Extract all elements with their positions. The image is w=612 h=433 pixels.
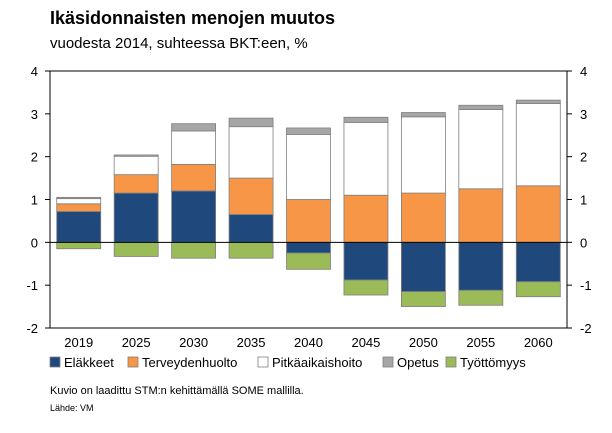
- y-tick-label-right: 3: [580, 107, 587, 122]
- bar-segment: [286, 133, 331, 200]
- bar-segment: [228, 241, 274, 259]
- bar-segment: [343, 194, 389, 243]
- bar-segment: [515, 185, 561, 243]
- bar-segment: [56, 241, 102, 250]
- bar-segment: [515, 241, 561, 283]
- bar-segment: [286, 199, 331, 243]
- y-tick-label-left: 3: [31, 107, 38, 122]
- bar-segment: [400, 241, 446, 292]
- bar-segment: [400, 116, 446, 194]
- bar-segment: [343, 122, 389, 196]
- bar-segment: [228, 214, 274, 243]
- bar-segment: [171, 130, 217, 165]
- bar-segment: [113, 154, 159, 157]
- legend-swatch: [382, 356, 394, 368]
- legend-label: Terveydenhuolto: [142, 355, 237, 370]
- y-tick-label-left: 0: [31, 235, 38, 250]
- bar-segment: [458, 109, 504, 190]
- bar-segment: [171, 241, 217, 259]
- bar-segment: [400, 192, 446, 243]
- bar-segment: [400, 291, 446, 307]
- bar-segment: [56, 196, 102, 200]
- bar-segment: [286, 252, 331, 270]
- bar-segment: [458, 104, 504, 110]
- x-tick-label: 2035: [237, 335, 266, 350]
- bar-segment: [113, 192, 159, 243]
- bar-segment: [515, 281, 561, 298]
- bar-segment: [515, 99, 561, 104]
- legend-label: Opetus: [397, 355, 439, 370]
- bar-segment: [113, 174, 159, 194]
- bar-segment: [286, 127, 331, 135]
- bar-segment: [171, 163, 217, 192]
- x-tick-label: 2055: [466, 335, 495, 350]
- legend-label: Eläkkeet: [64, 355, 114, 370]
- y-tick-label-right: 2: [580, 150, 587, 165]
- bar-segment: [458, 289, 504, 306]
- bar-segment: [56, 203, 102, 212]
- x-tick-label: 2019: [64, 335, 93, 350]
- y-tick-label-right: 0: [580, 235, 587, 250]
- footnote: Kuvio on laadittu STM:n kehittämällä SOM…: [50, 385, 304, 397]
- y-tick-label-left: 1: [31, 193, 38, 208]
- y-tick-label-right: -1: [580, 278, 592, 293]
- bar-segment: [56, 211, 102, 243]
- bar-segment: [56, 198, 102, 205]
- bar-segment: [458, 188, 504, 243]
- bar-segment: [113, 155, 159, 176]
- legend-swatch: [445, 356, 457, 368]
- source-note: Lähde: VM: [50, 403, 94, 413]
- y-tick-label-left: 4: [31, 64, 38, 79]
- chart-subtitle: vuodesta 2014, suhteessa BKT:een, %: [50, 35, 308, 52]
- bar-segment: [515, 103, 561, 187]
- bar-segment: [171, 123, 217, 132]
- y-tick-label-left: -2: [26, 321, 38, 336]
- chart-title: Ikäsidonnaisten menojen muutos: [50, 8, 336, 28]
- bar-segment: [228, 117, 274, 128]
- bar-segment: [228, 177, 274, 215]
- y-tick-label-right: -2: [580, 321, 592, 336]
- y-tick-label-left: -1: [26, 278, 38, 293]
- bar-segment: [286, 241, 331, 254]
- y-tick-label-left: 2: [31, 150, 38, 165]
- x-tick-label: 2030: [179, 335, 208, 350]
- x-tick-label: 2025: [122, 335, 151, 350]
- legend-label: Pitkäaikaishoito: [272, 355, 362, 370]
- bar-segment: [113, 241, 159, 257]
- bar-segment: [171, 190, 217, 243]
- x-tick-label: 2040: [294, 335, 323, 350]
- legend-swatch: [49, 356, 61, 368]
- legend-label: Työttömyys: [460, 355, 526, 370]
- y-tick-label-right: 1: [580, 193, 587, 208]
- bar-segment: [343, 279, 389, 296]
- x-tick-label: 2045: [351, 335, 380, 350]
- y-tick-label-right: 4: [580, 64, 587, 79]
- legend-swatch: [127, 356, 139, 368]
- x-tick-label: 2060: [524, 335, 553, 350]
- bar-segment: [400, 112, 446, 118]
- x-tick-label: 2050: [409, 335, 438, 350]
- bar-segment: [458, 241, 504, 291]
- bar-segment: [343, 241, 389, 281]
- bar-segment: [228, 126, 274, 179]
- bar-segment: [343, 116, 389, 123]
- legend-swatch: [257, 356, 269, 368]
